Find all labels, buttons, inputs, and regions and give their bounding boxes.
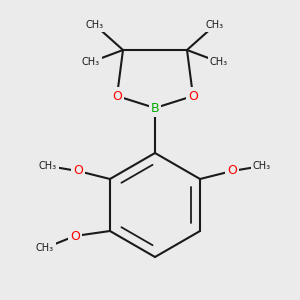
Text: CH₃: CH₃ — [86, 20, 104, 30]
Text: CH₃: CH₃ — [253, 161, 271, 171]
Text: CH₃: CH₃ — [39, 161, 57, 171]
Text: CH₃: CH₃ — [36, 243, 54, 253]
Text: B: B — [151, 101, 159, 115]
Text: CH₃: CH₃ — [206, 20, 224, 30]
Text: CH₃: CH₃ — [210, 57, 228, 67]
Text: CH₃: CH₃ — [82, 57, 100, 67]
Text: O: O — [227, 164, 237, 178]
Text: O: O — [188, 89, 198, 103]
Text: O: O — [112, 89, 122, 103]
Text: O: O — [70, 230, 80, 242]
Text: O: O — [73, 164, 83, 178]
